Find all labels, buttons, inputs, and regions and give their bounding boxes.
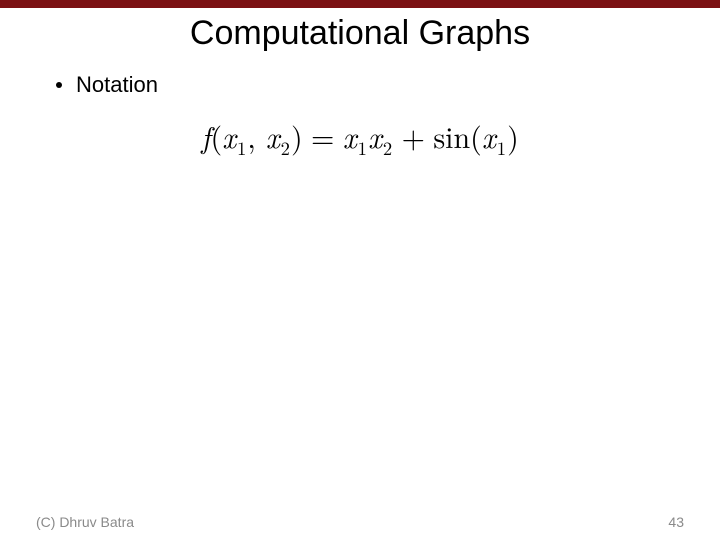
formula: f(x1, x2)=x1x2+sin(x1)	[201, 114, 519, 157]
formula-sub-1a: 1	[237, 135, 246, 161]
formula-x-a: x	[222, 114, 236, 157]
formula-comma: ,	[247, 114, 265, 157]
formula-eq: =	[311, 114, 334, 157]
formula-rparen-1: )	[291, 114, 303, 157]
slide-number: 43	[668, 514, 684, 530]
footer-copyright: (C) Dhruv Batra	[36, 514, 134, 530]
bullet-dot-icon	[56, 82, 62, 88]
formula-x-e: x	[482, 114, 496, 157]
footer: (C) Dhruv Batra 43	[0, 514, 720, 530]
bullet-row: Notation	[56, 72, 158, 98]
formula-sub-2b: 2	[383, 135, 392, 161]
formula-sub-2a: 2	[281, 135, 290, 161]
formula-plus: +	[402, 114, 425, 157]
formula-x-c: x	[343, 114, 357, 157]
formula-sin: sin	[433, 114, 470, 157]
formula-sub-1b: 1	[358, 135, 367, 161]
formula-lparen-1: (	[210, 114, 222, 157]
slide-title: Computational Graphs	[0, 8, 720, 57]
bullet-text: Notation	[76, 72, 158, 98]
formula-lparen-2: (	[470, 114, 482, 157]
formula-x-d: x	[368, 114, 382, 157]
formula-sub-1c: 1	[497, 135, 506, 161]
formula-rparen-2: )	[507, 114, 519, 157]
formula-x-b: x	[266, 114, 280, 157]
top-accent-bar	[0, 0, 720, 8]
formula-container: f(x1, x2)=x1x2+sin(x1)	[0, 114, 720, 157]
